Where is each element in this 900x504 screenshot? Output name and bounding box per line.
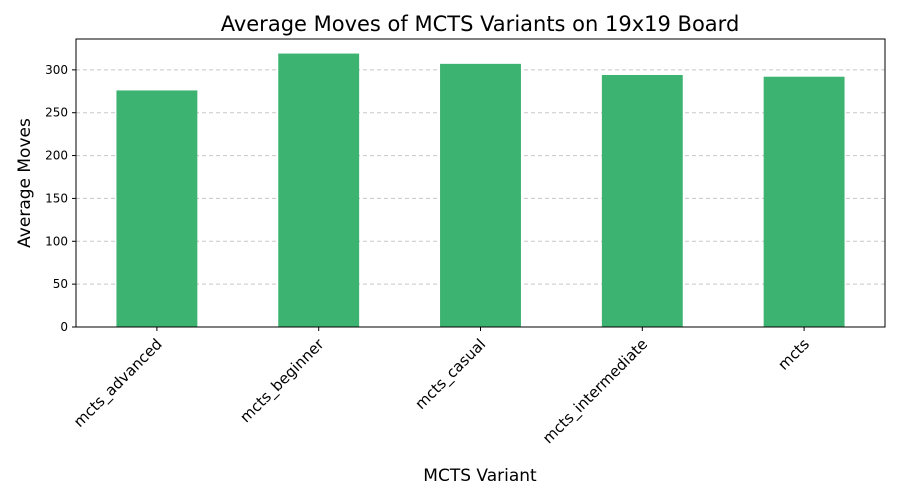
y-tick-label: 100 (45, 234, 68, 248)
bar-mcts-intermediate (601, 75, 683, 327)
x-axis-title: MCTS Variant (423, 466, 537, 486)
x-tick-label: mcts_beginner (236, 335, 328, 427)
chart-title: Average Moves of MCTS Variants on 19x19 … (221, 12, 740, 36)
y-tick-label: 250 (45, 106, 68, 120)
bar-mcts (763, 76, 845, 327)
x-axis-ticks: mcts_advanced mcts_beginner mcts_casual mct… (70, 327, 813, 448)
gridlines (76, 69, 885, 285)
y-tick-label: 50 (53, 277, 68, 291)
bar-mcts-beginner (278, 53, 360, 327)
y-axis-title: Average Moves (15, 118, 35, 248)
x-tick-label: mcts_intermediate (539, 335, 652, 448)
bars (116, 53, 845, 327)
y-axis-ticks: 0 50 100 150 200 250 300 (45, 63, 76, 334)
x-tick-label: mcts_advanced (70, 335, 166, 431)
x-tick-label: mcts_casual (411, 335, 490, 414)
y-tick-label: 200 (45, 149, 68, 163)
y-tick-label: 300 (45, 63, 68, 77)
y-tick-label: 150 (45, 191, 68, 205)
bar-mcts-casual (440, 63, 521, 327)
bar-mcts-advanced (116, 90, 198, 327)
y-tick-label: 0 (60, 320, 68, 334)
x-tick-label: mcts (774, 335, 813, 374)
